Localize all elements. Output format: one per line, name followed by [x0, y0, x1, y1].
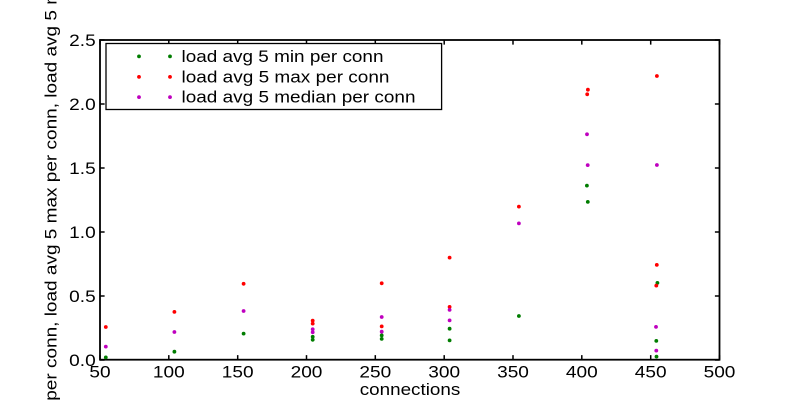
svg-text:0.5: 0.5 — [69, 287, 96, 306]
svg-text:200: 200 — [291, 363, 323, 382]
svg-text:400: 400 — [566, 363, 598, 382]
svg-text:load avg 5 max per conn: load avg 5 max per conn — [182, 67, 390, 86]
svg-text:2.0: 2.0 — [69, 95, 96, 114]
svg-text:300: 300 — [428, 363, 460, 382]
svg-text:1.0: 1.0 — [69, 223, 96, 242]
svg-text:350: 350 — [497, 363, 529, 382]
svg-text:450: 450 — [635, 363, 667, 382]
svg-text:connections: connections — [360, 380, 461, 399]
svg-text:100: 100 — [153, 363, 185, 382]
svg-text:load avg 5 min per conn, load: load avg 5 min per conn, load avg 5 max … — [41, 0, 60, 400]
svg-text:2.5: 2.5 — [69, 31, 96, 50]
svg-text:50: 50 — [89, 363, 110, 382]
svg-text:1.5: 1.5 — [69, 159, 96, 178]
svg-text:0.0: 0.0 — [69, 351, 96, 370]
svg-text:load avg 5 median per conn: load avg 5 median per conn — [182, 88, 416, 107]
svg-text:250: 250 — [359, 363, 391, 382]
svg-text:500: 500 — [704, 363, 736, 382]
svg-text:150: 150 — [222, 363, 254, 382]
svg-text:load avg 5 min per conn: load avg 5 min per conn — [182, 47, 384, 66]
